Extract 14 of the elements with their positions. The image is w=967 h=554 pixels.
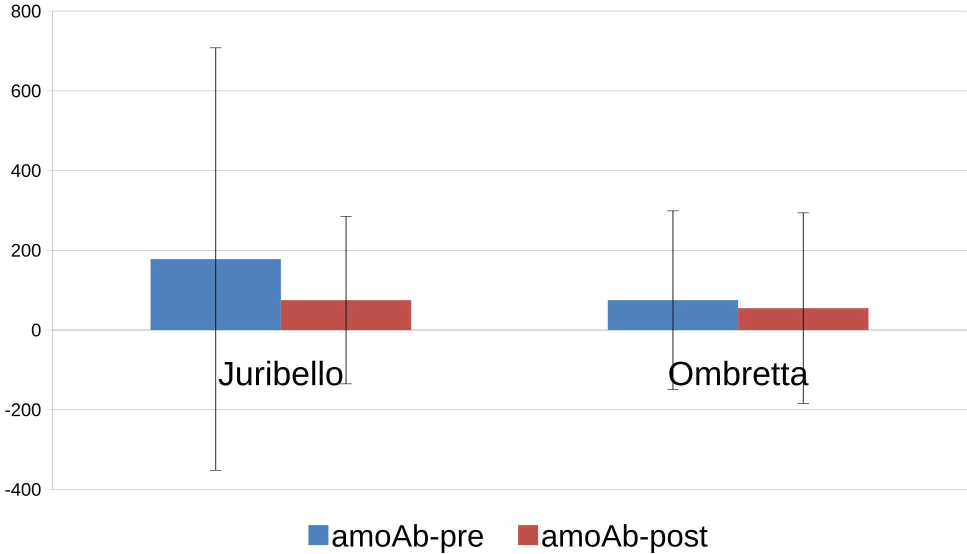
y-tick-label: 0 xyxy=(32,323,41,336)
y-tick-label: 600 xyxy=(12,84,41,98)
bar xyxy=(738,308,868,330)
y-tick-label: -200 xyxy=(6,403,41,416)
bar xyxy=(608,300,738,330)
y-tick-label: -400 xyxy=(6,482,41,496)
y-tick-label: 400 xyxy=(11,164,41,177)
y-tick-label: 200 xyxy=(12,244,41,257)
y-tick-label: 800 xyxy=(12,4,41,18)
x-tick-label: Juribello xyxy=(218,360,342,386)
bar xyxy=(280,300,412,330)
legend-label: amoAb-pre xyxy=(332,524,483,553)
bar xyxy=(150,258,281,330)
legend-label: amoAb-post xyxy=(542,524,708,553)
